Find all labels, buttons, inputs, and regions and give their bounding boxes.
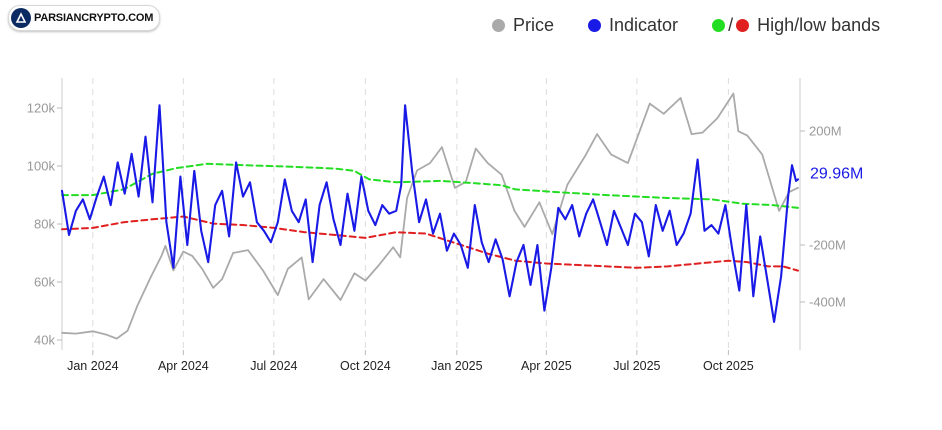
legend-indicator-label: Indicator (609, 15, 679, 35)
legend-item-bands[interactable]: / High/low bands (712, 15, 880, 36)
x-tick-label-0: Jan 2024 (67, 359, 118, 373)
site-logo: PARSIANCRYPTO.COM (8, 5, 161, 31)
y-left-tick-label-1: 60k (34, 275, 55, 290)
legend-high-band-dot-icon (712, 19, 726, 32)
y-right-tick-label-2: 200M (809, 124, 842, 139)
x-tick-label-1: Apr 2024 (158, 359, 209, 373)
logo-text: PARSIANCRYPTO.COM (34, 12, 154, 24)
y-left-tick-label-2: 80k (34, 217, 55, 232)
legend-bands-label: High/low bands (757, 15, 881, 35)
legend-price-label: Price (513, 15, 555, 35)
x-tick-label-7: Oct 2025 (703, 359, 754, 373)
series-low-band-line (61, 215, 799, 272)
y-right-tick-label-0: -400M (809, 295, 846, 310)
series-indicator-line (60, 104, 800, 323)
x-tick-label-3: Oct 2024 (340, 359, 391, 373)
label-layer: 29.96M (810, 165, 863, 182)
series-price-line (61, 92, 799, 340)
x-tick-label-6: Jul 2025 (613, 359, 660, 373)
legend-item-indicator[interactable]: Indicator (588, 15, 678, 36)
legend-indicator-dot-icon (588, 19, 602, 32)
series-high-band-line (61, 162, 799, 209)
y-left-tick-label-4: 120k (27, 101, 56, 116)
last-value-label: 29.96M (810, 165, 863, 182)
chart-legend: Price Indicator / High/low bands (492, 15, 880, 36)
x-tick-label-2: Jul 2024 (250, 359, 297, 373)
logo-mark-icon (11, 8, 31, 28)
x-tick-label-5: Apr 2025 (521, 359, 572, 373)
x-tick-label-4: Jan 2025 (431, 359, 482, 373)
series-layer (60, 92, 800, 340)
legend-price-dot-icon (492, 19, 505, 32)
grid-layer (61, 78, 729, 350)
legend-item-price[interactable]: Price (492, 15, 554, 36)
axes-layer: 40k 60k 80k 100k 120k -400M -200M 200M Jan 2024 A… (27, 78, 846, 373)
y-left-tick-label-0: 40k (34, 333, 55, 348)
legend-low-band-dot-icon (736, 19, 750, 32)
legend-bands-separator: / (728, 15, 734, 35)
y-right-tick-label-1: -200M (809, 238, 846, 253)
y-left-tick-label-3: 100k (27, 159, 56, 174)
